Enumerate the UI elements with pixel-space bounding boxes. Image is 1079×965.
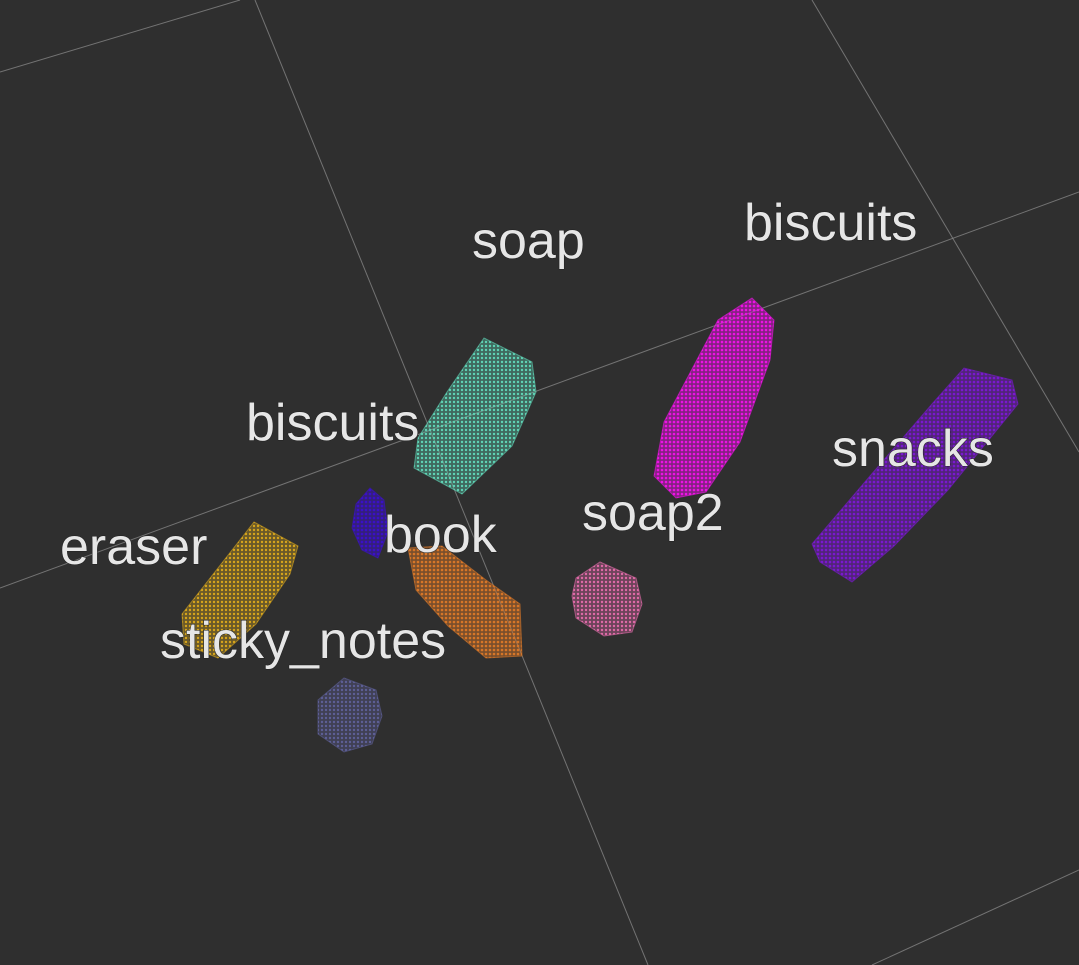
biscuits-cloud-teal[interactable] [413, 337, 537, 495]
grid-line [0, 191, 1079, 589]
label-biscuits-top: biscuits [744, 194, 917, 252]
label-book: book [384, 506, 498, 564]
grid-line [811, 0, 1079, 453]
label-soap: soap [472, 212, 585, 270]
object-clouds [181, 297, 1019, 753]
label-biscuits-left: biscuits [246, 394, 419, 452]
small-cloud-blue[interactable] [351, 487, 389, 559]
grid-line [0, 0, 241, 73]
label-eraser: eraser [60, 518, 207, 576]
eraser-cloud-yellow[interactable] [181, 521, 299, 659]
sticky-notes-cloud-slate[interactable] [317, 677, 383, 753]
snacks-cloud-purple[interactable] [811, 367, 1019, 583]
book-cloud-orange[interactable] [407, 545, 523, 659]
soap-cloud-magenta[interactable] [653, 297, 775, 499]
soap2-cloud-pink[interactable] [571, 561, 643, 637]
object-labels: soap biscuits biscuits snacks soap2 book… [60, 194, 995, 671]
label-snacks: snacks [832, 420, 994, 478]
grid-line [871, 869, 1079, 965]
label-sticky-notes: sticky_notes [160, 612, 446, 670]
label-soap2: soap2 [582, 484, 724, 542]
